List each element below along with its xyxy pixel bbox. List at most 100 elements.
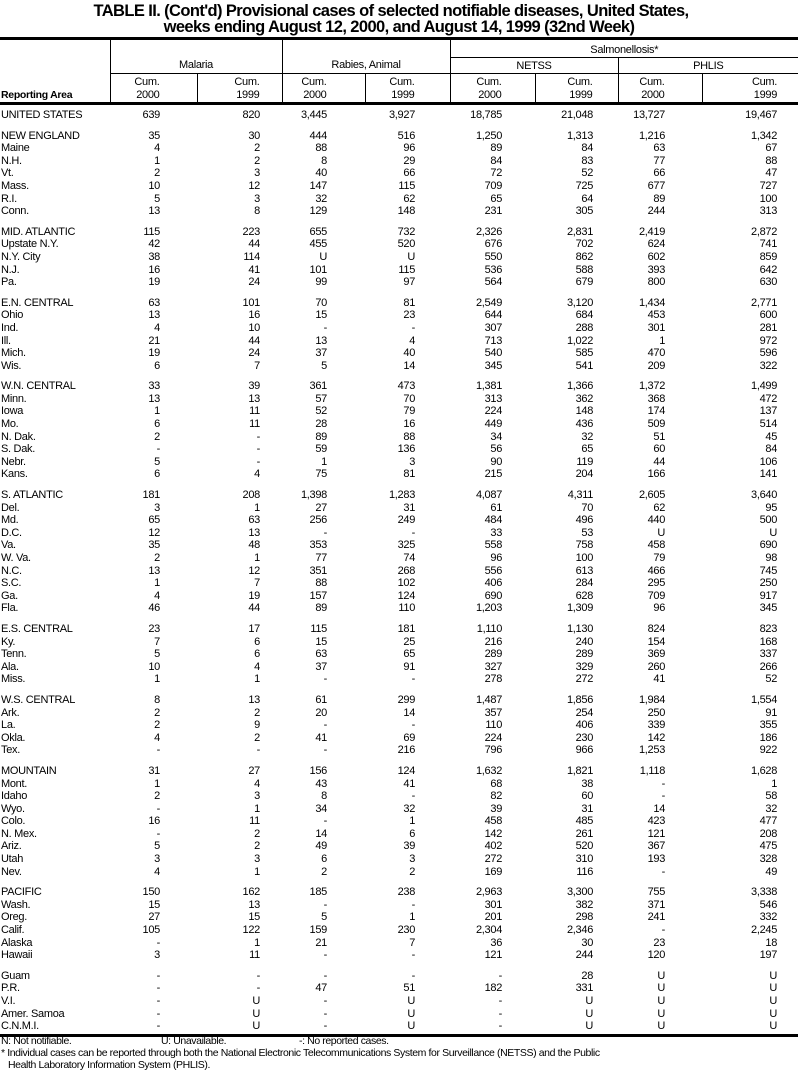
table-row: Ohio 13 16 15 23 644 684 453 600 [0, 309, 798, 322]
table-row: N.C. 13 12 351 268 556 613 466 745 [0, 565, 798, 578]
value-cell: 7 [409, 936, 416, 949]
value-cell: 295 [647, 577, 666, 590]
value-cell: - [498, 969, 503, 982]
value-cell: 13 [248, 693, 260, 706]
value-cell: 16 [148, 815, 160, 828]
value-cell: - [256, 430, 261, 443]
reporting-area-cell: Conn. [1, 205, 29, 218]
header-year-label: 2000 [136, 89, 160, 101]
value-cell: 2,963 [475, 886, 503, 899]
reporting-area-cell: Del. [1, 501, 20, 514]
group-spacer [0, 481, 798, 489]
value-cell: 89 [315, 430, 327, 443]
table-row: Maine 4 2 88 96 89 84 63 67 [0, 142, 798, 155]
value-cell: 922 [759, 744, 778, 757]
value-cell: 19 [248, 589, 260, 602]
value-cell: 2 [254, 142, 260, 155]
value-cell: 102 [397, 577, 416, 590]
table-row: Guam - - - - - 28 U U [0, 970, 798, 983]
reporting-area-cell: Minn. [1, 392, 27, 405]
value-cell: - [323, 526, 328, 539]
value-cell: 137 [759, 405, 778, 418]
value-cell: 124 [397, 589, 416, 602]
value-cell: 52 [315, 405, 327, 418]
value-cell: 369 [647, 648, 666, 661]
value-cell: 106 [759, 455, 778, 468]
value-cell: U [407, 995, 416, 1007]
value-cell: 2,549 [475, 296, 503, 309]
value-cell: 1,398 [300, 489, 327, 502]
reporting-area-cell: Ill. [1, 334, 11, 347]
value-cell: 1 [154, 777, 160, 790]
value-cell: 2,326 [475, 225, 503, 238]
value-cell: 4 [254, 777, 260, 790]
value-cell: 10 [148, 179, 160, 192]
value-cell: 713 [484, 334, 503, 347]
value-cell: 3 [254, 192, 260, 205]
reporting-area-cell: Mich. [1, 347, 26, 360]
value-cell: 19,467 [745, 109, 778, 121]
header-year-label: 1999 [753, 89, 778, 101]
reporting-area-cell: Oreg. [1, 911, 28, 924]
table-row: Upstate N.Y. 42 44 455 520 676 702 624 741 [0, 238, 798, 251]
value-cell: 690 [484, 589, 503, 602]
value-cell: 585 [575, 347, 594, 360]
value-cell: 181 [142, 489, 161, 502]
value-cell: 15 [148, 898, 160, 911]
value-cell: 564 [484, 276, 503, 289]
reporting-area-cell: V.I. [1, 995, 16, 1007]
value-cell: 5 [154, 192, 160, 205]
value-cell: - [661, 924, 666, 937]
value-cell: 44 [653, 455, 666, 468]
value-cell: 31 [403, 501, 416, 514]
value-cell: 101 [309, 263, 328, 276]
value-cell: 2 [154, 719, 160, 732]
value-cell: 13 [148, 205, 160, 218]
value-cell: 110 [485, 719, 503, 732]
value-cell: 105 [142, 924, 161, 937]
value-cell: 99 [315, 276, 327, 289]
value-cell: 24 [248, 276, 260, 289]
value-cell: - [156, 802, 161, 815]
value-cell: 174 [647, 405, 666, 418]
reporting-area-cell: Ohio [1, 309, 24, 322]
value-cell: 209 [647, 359, 666, 372]
value-cell: - [323, 815, 328, 828]
value-cell: 613 [575, 564, 594, 577]
value-cell: 224 [484, 731, 503, 744]
value-cell: 520 [397, 238, 416, 251]
value-cell: 90 [490, 455, 503, 468]
value-cell: 67 [765, 142, 778, 155]
value-cell: 15 [248, 911, 260, 924]
value-cell: 1,313 [566, 129, 594, 142]
header-cum-label: Cum. [476, 76, 502, 88]
value-cell: U [252, 1007, 260, 1020]
value-cell: 2 [254, 827, 260, 840]
value-cell: 4,087 [475, 489, 503, 502]
value-cell: 305 [575, 205, 594, 218]
value-cell: 30 [248, 129, 260, 142]
value-cell: 58 [765, 790, 778, 803]
value-cell: 449 [484, 418, 503, 431]
value-cell: 63 [653, 142, 666, 155]
value-cell: 13 [148, 392, 160, 405]
value-cell: 2 [154, 167, 160, 180]
value-cell: 1,984 [638, 693, 666, 706]
header-cum-label: Cum. [301, 76, 327, 88]
value-cell: 88 [315, 142, 327, 155]
table-row: S.C. 1 7 88 102 406 284 295 250 [0, 577, 798, 590]
value-cell: 57 [315, 392, 327, 405]
value-cell: - [256, 443, 261, 456]
value-cell: 81 [403, 296, 416, 309]
value-cell: 307 [484, 321, 503, 334]
value-cell: 496 [575, 514, 594, 527]
value-cell: 70 [581, 501, 594, 514]
value-cell: 51 [403, 982, 416, 995]
reporting-area-cell: N. Mex. [1, 827, 37, 840]
value-cell: - [323, 719, 328, 732]
table-row: E.S. CENTRAL 23 17 115 181 1,110 1,130 824 823 [0, 623, 798, 636]
header-cum-rabies-2000: Cum. 2000 [281, 73, 365, 105]
value-cell: 709 [647, 589, 666, 602]
value-cell: 3,300 [566, 886, 594, 899]
value-cell: 60 [581, 790, 594, 803]
